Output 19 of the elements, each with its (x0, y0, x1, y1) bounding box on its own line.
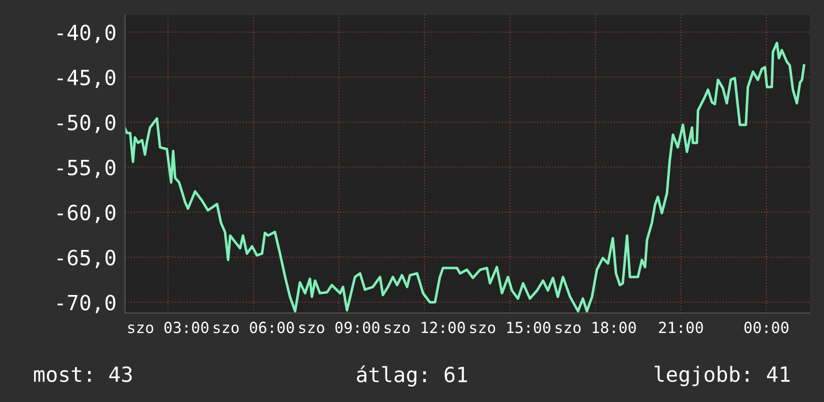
x-tick-label: szo 03:00 (128, 322, 208, 334)
y-tick-label: -40,0 (58, 24, 116, 43)
text: most: 43 (34, 366, 132, 382)
x-tick-label: 21:00 (659, 322, 703, 334)
y-tick-label: -50,0 (58, 114, 116, 134)
y-tick-label: -70,0 (58, 294, 116, 314)
y-tick-label: -55,0 (58, 160, 116, 178)
x-tick-label: szo 18:00 (556, 322, 636, 334)
y-tick-label: -60,0 (58, 204, 116, 224)
x-tick-label: szo 15:00 (470, 322, 550, 334)
y-tick-label: -65,0 (58, 250, 116, 268)
x-tick-label: 00:00 (744, 322, 788, 334)
x-tick-label: szo 12:00 (384, 322, 465, 334)
x-tick-label: szo 09:00 (299, 322, 380, 334)
y-tick-label: -45,0 (58, 70, 116, 88)
line-series (125, 42, 806, 312)
text: legjobb: 41 (654, 366, 790, 386)
text: átlag: 61 (356, 365, 468, 387)
x-tick-label: szo 06:00 (214, 322, 294, 334)
